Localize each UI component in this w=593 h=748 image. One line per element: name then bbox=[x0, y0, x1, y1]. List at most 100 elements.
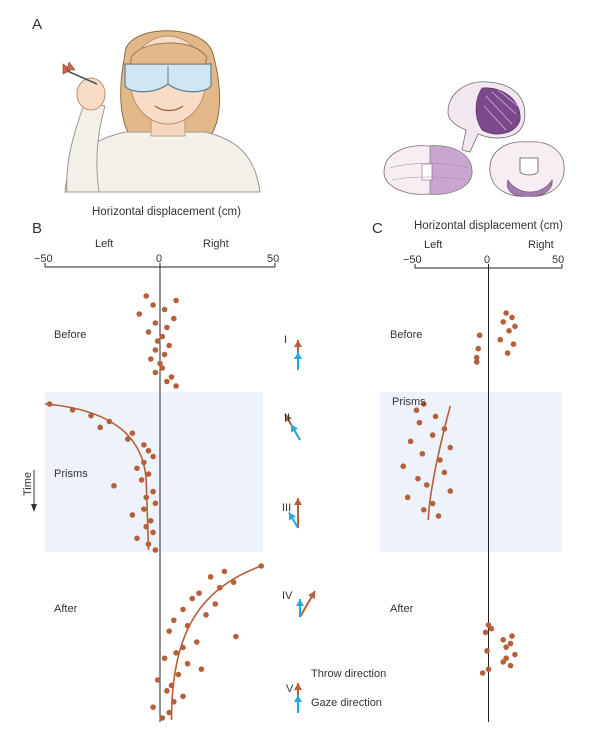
panel-c-after-label: After bbox=[390, 603, 413, 615]
time-axis-label: Time bbox=[22, 470, 42, 520]
panel-b-point-prisms-28 bbox=[141, 442, 147, 448]
panel-c-before-label: Before bbox=[390, 329, 422, 341]
throw-arrow-iii-head bbox=[294, 498, 302, 505]
panel-b-point-before-11 bbox=[166, 343, 172, 349]
panel-c-point-prisms-13 bbox=[414, 407, 420, 413]
panel-b-point-after-55 bbox=[180, 607, 186, 613]
panel-c-left-label: Left bbox=[424, 239, 442, 251]
panel-b-point-before-16 bbox=[160, 365, 166, 371]
panel-b-point-prisms-44 bbox=[134, 536, 140, 542]
panel-b-point-after-59 bbox=[166, 628, 172, 634]
panel-c-point-before-3 bbox=[512, 324, 518, 330]
panel-c-point-prisms-18 bbox=[408, 439, 414, 445]
panel-b-point-after-68 bbox=[155, 677, 161, 683]
panel-c-point-after-42 bbox=[508, 663, 514, 669]
vector-label-v: V bbox=[286, 683, 293, 695]
gaze-direction-label: Gaze direction bbox=[311, 697, 382, 709]
gaze-arrow-v-head bbox=[294, 695, 302, 702]
panel-b-point-before-8 bbox=[146, 329, 152, 335]
panel-c-point-prisms-25 bbox=[424, 482, 430, 488]
panel-b-point-after-70 bbox=[164, 688, 170, 694]
panel-b-point-after-67 bbox=[176, 672, 182, 678]
panel-b-point-after-48 bbox=[222, 569, 228, 575]
panel-b-after-label: After bbox=[54, 603, 77, 615]
panel-b-point-before-7 bbox=[164, 325, 170, 331]
panel-c-tick-zero: 0 bbox=[484, 254, 490, 266]
panel-c-point-prisms-22 bbox=[400, 463, 406, 469]
panel-c-point-before-0 bbox=[503, 310, 509, 316]
panel-b-point-prisms-32 bbox=[134, 465, 140, 471]
panel-b-point-before-2 bbox=[150, 302, 156, 308]
panel-b-point-after-75 bbox=[160, 715, 166, 721]
panel-c-point-before-5 bbox=[477, 332, 483, 338]
panel-b-point-after-61 bbox=[194, 639, 200, 645]
panel-c-point-before-2 bbox=[500, 319, 506, 325]
time-label-text: Time bbox=[22, 472, 34, 496]
vector-label-i: I bbox=[284, 334, 287, 346]
vector-label-iii: III bbox=[282, 502, 291, 514]
panel-b-point-prisms-30 bbox=[150, 454, 156, 460]
throw-arrow-v-head bbox=[294, 683, 302, 690]
panel-b-point-before-6 bbox=[153, 320, 159, 326]
panel-c-point-prisms-29 bbox=[421, 507, 427, 513]
panel-c-point-before-1 bbox=[509, 315, 515, 321]
panel-c-point-before-8 bbox=[475, 346, 481, 352]
panel-c-point-after-38 bbox=[484, 648, 490, 654]
throw-arrow-i-head bbox=[294, 340, 302, 347]
panel-c-tick-neg: −50 bbox=[403, 254, 422, 266]
panel-c-point-after-36 bbox=[508, 641, 514, 647]
panel-b-point-before-0 bbox=[143, 293, 149, 299]
panel-b-point-prisms-38 bbox=[153, 500, 159, 506]
panel-b-point-prisms-39 bbox=[141, 506, 147, 512]
panel-b-point-prisms-34 bbox=[139, 477, 145, 483]
panel-c-point-after-39 bbox=[512, 652, 518, 658]
panel-b-point-prisms-29 bbox=[146, 448, 152, 454]
panel-c-point-after-32 bbox=[489, 626, 495, 632]
panel-c-prism-band bbox=[380, 392, 562, 552]
panel-c-point-after-34 bbox=[509, 633, 515, 639]
panel-b-point-prisms-43 bbox=[150, 530, 156, 536]
panel-b-point-after-60 bbox=[233, 634, 239, 640]
panel-b-point-after-52 bbox=[196, 590, 202, 596]
panel-c-point-prisms-20 bbox=[420, 451, 426, 457]
panel-b-point-after-57 bbox=[171, 617, 177, 623]
panel-b-point-before-17 bbox=[153, 370, 159, 376]
panel-c-point-before-4 bbox=[506, 328, 512, 334]
panel-c-point-before-7 bbox=[511, 341, 517, 347]
panel-b-point-before-3 bbox=[162, 307, 168, 313]
panel-c-point-after-44 bbox=[480, 670, 486, 676]
panel-b-point-before-13 bbox=[162, 352, 168, 358]
panel-b-prisms-label: Prisms bbox=[54, 468, 88, 480]
panel-b-point-prisms-25 bbox=[97, 425, 103, 431]
panel-c-point-prisms-27 bbox=[405, 495, 411, 501]
panel-b-point-before-4 bbox=[137, 311, 143, 317]
gaze-arrow-iv-head bbox=[296, 599, 304, 606]
panel-c-point-after-35 bbox=[500, 637, 506, 643]
panel-b-point-prisms-35 bbox=[111, 483, 117, 489]
gaze-arrow-i-head bbox=[294, 352, 302, 359]
panel-b-point-before-10 bbox=[155, 338, 161, 344]
panel-c-point-after-43 bbox=[486, 667, 492, 673]
panel-c-point-before-9 bbox=[505, 350, 511, 356]
panel-b-point-before-9 bbox=[160, 334, 166, 340]
panel-c-point-prisms-17 bbox=[430, 432, 436, 438]
panel-b-point-before-18 bbox=[169, 374, 175, 380]
panel-b-point-prisms-41 bbox=[148, 518, 154, 524]
panel-b-point-before-19 bbox=[164, 379, 170, 385]
panel-c-point-prisms-24 bbox=[415, 476, 421, 482]
panel-c-point-after-41 bbox=[500, 659, 506, 665]
panel-c-axis-title: Horizontal displacement (cm) bbox=[414, 220, 563, 232]
panel-b-point-before-1 bbox=[173, 298, 179, 304]
panel-b-point-prisms-40 bbox=[130, 512, 136, 518]
panel-b-point-after-64 bbox=[162, 655, 168, 661]
panel-b-point-after-49 bbox=[208, 574, 214, 580]
panel-b-point-before-12 bbox=[153, 347, 159, 353]
panel-b-point-prisms-46 bbox=[153, 547, 159, 553]
panel-b-point-before-14 bbox=[148, 356, 154, 362]
panel-b-point-after-71 bbox=[180, 693, 186, 699]
panel-b-before-label: Before bbox=[54, 329, 86, 341]
panel-b-point-prisms-36 bbox=[150, 489, 156, 495]
panel-b-point-before-5 bbox=[171, 316, 177, 322]
panel-c-point-prisms-19 bbox=[447, 445, 453, 451]
